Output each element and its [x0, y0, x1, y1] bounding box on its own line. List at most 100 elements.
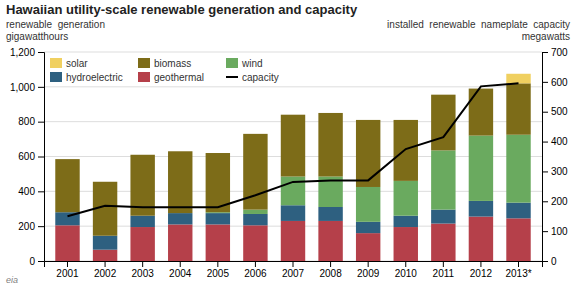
y2-tick-mark: [542, 231, 548, 232]
x-tick: 2007: [282, 261, 305, 279]
legend-item: hydroelectric: [50, 72, 123, 83]
legend-label: solar: [66, 58, 88, 69]
y-tick-mark: [38, 52, 44, 53]
y-tick: 1,000: [10, 82, 44, 93]
legend-swatch: [138, 72, 150, 82]
legend-label: capacity: [242, 72, 279, 83]
x-axis: 2001200220032004200520062007200820092010…: [45, 261, 543, 279]
legend-item: geothermal: [138, 72, 204, 83]
grid-line: [44, 86, 542, 87]
bar: [469, 136, 493, 201]
y-tick: 1,200: [10, 47, 44, 58]
x-tick-label: 2005: [207, 268, 230, 279]
y-tick-mark: [38, 157, 44, 158]
bar: [318, 113, 342, 177]
x-tick-label: 2013*: [505, 268, 531, 279]
bar: [93, 236, 117, 250]
bar: [394, 227, 418, 261]
x-tick-mark: [67, 261, 68, 267]
y2-axis: 0100200300400500600700: [542, 47, 568, 267]
bar: [168, 213, 192, 224]
legend-item: capacity: [226, 72, 279, 83]
legend-label: hydroelectric: [66, 72, 123, 83]
x-tick-mark: [443, 261, 444, 267]
bar: [356, 120, 380, 187]
legend-swatch: [226, 58, 238, 68]
y2-tick-label: 400: [551, 136, 568, 147]
x-tick-label: 2008: [319, 268, 342, 279]
bar: [431, 94, 455, 95]
legend-label: geothermal: [154, 72, 204, 83]
x-tick: 2006: [244, 261, 267, 279]
x-tick-label: 2004: [169, 268, 192, 279]
x-tick-mark: [330, 261, 331, 267]
bar: [281, 221, 305, 261]
legend-label: biomass: [154, 58, 191, 69]
bar: [206, 153, 230, 154]
bar: [318, 207, 342, 221]
bar: [356, 222, 380, 233]
y-tick: 0: [29, 256, 44, 267]
y-tick-mark: [38, 226, 44, 227]
x-tick-mark: [255, 261, 256, 267]
grid-line: [44, 52, 542, 53]
y-tick-label: 1,200: [10, 47, 35, 58]
y2-tick-mark: [542, 171, 548, 172]
x-tick: 2011: [433, 261, 455, 279]
y2-tick-label: 700: [551, 47, 568, 58]
y2-tick: 100: [542, 226, 568, 237]
marks: [55, 74, 530, 261]
bar: [206, 153, 230, 212]
y-axis: 02004006008001,0001,200: [10, 47, 45, 267]
x-tick-mark: [142, 261, 143, 267]
bar: [281, 205, 305, 221]
y-tick-label: 0: [29, 256, 35, 267]
y2-tick-label: 600: [551, 77, 568, 88]
x-tick-mark: [180, 261, 181, 267]
bar: [506, 74, 530, 84]
bar: [431, 150, 455, 209]
bar: [506, 203, 530, 219]
bar: [281, 114, 305, 115]
y-tick: 800: [18, 116, 44, 127]
x-tick: 2010: [395, 261, 418, 279]
y2-tick-mark: [542, 52, 548, 53]
bar: [281, 115, 305, 177]
bar-series: [506, 74, 530, 84]
x-tick: 2003: [132, 261, 155, 279]
bar: [168, 224, 192, 261]
y2-tick: 600: [542, 77, 568, 88]
bar: [168, 151, 192, 152]
y-tick: 600: [18, 151, 44, 162]
bar: [55, 225, 79, 261]
bar: [206, 213, 230, 224]
bar: [55, 159, 79, 160]
bar: [130, 227, 154, 261]
bar: [168, 151, 192, 213]
grid: [44, 52, 542, 261]
bar: [243, 133, 267, 134]
y2-tick: 500: [542, 106, 568, 117]
legend-swatch: [50, 58, 62, 68]
axis-domain: [543, 53, 549, 262]
axis-domain: [45, 262, 543, 268]
bar: [243, 214, 267, 225]
x-tick-mark: [293, 261, 294, 267]
x-tick: 2008: [319, 261, 342, 279]
x-tick-label: 2012: [470, 268, 493, 279]
y-tick-label: 600: [18, 151, 35, 162]
bar: [356, 233, 380, 261]
x-tick-mark: [405, 261, 406, 267]
bar: [356, 187, 380, 222]
x-tick-label: 2006: [244, 268, 267, 279]
bar-series: [55, 83, 530, 235]
y-tick-mark: [38, 122, 44, 123]
legend: solarbiomasswindhydroelectricgeothermalc…: [50, 58, 279, 83]
y-tick-label: 800: [18, 116, 35, 127]
bar: [394, 120, 418, 181]
bar: [130, 216, 154, 227]
y2-tick-label: 0: [551, 256, 557, 267]
x-tick-label: 2001: [56, 268, 79, 279]
x-tick-mark: [480, 261, 481, 267]
y2-tick-mark: [542, 82, 548, 83]
